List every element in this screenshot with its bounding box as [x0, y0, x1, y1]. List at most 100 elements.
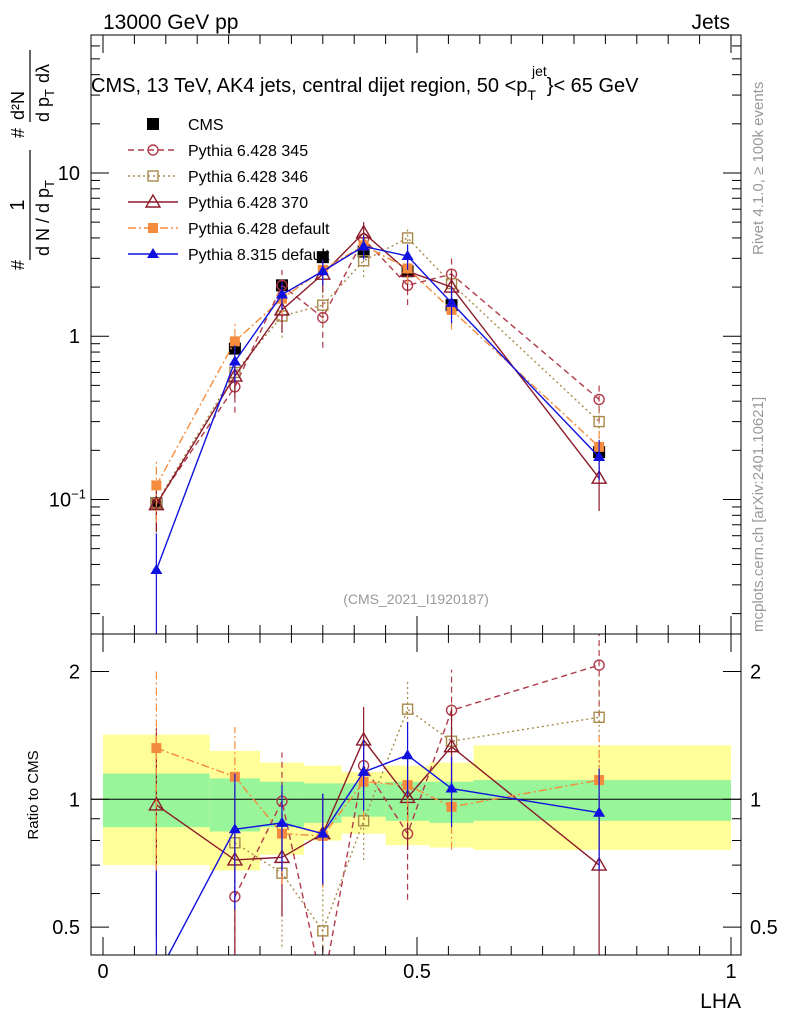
main-point-p8-7 — [593, 451, 606, 462]
ratio-ytick-label-left: 1 — [69, 789, 80, 811]
legend-marker-p346 — [147, 170, 159, 182]
main-ytick-label: 10 — [58, 163, 80, 185]
legend-item-p370: Pythia 6.428 370 — [128, 193, 308, 212]
main-point-pdef-1 — [229, 336, 240, 347]
legend-label-p345: Pythia 6.428 345 — [188, 143, 308, 160]
title-suffix: < 65 GeV — [553, 75, 639, 97]
ratio-ytick-label-right: 1 — [750, 789, 761, 811]
y-label-dn-dpt: d N / d pT — [33, 180, 57, 256]
ratio-uncertainty-bands — [91, 734, 741, 871]
main-series-cms — [150, 245, 606, 512]
y-label-hash-mid: # — [8, 128, 28, 138]
legend-marker-p345 — [147, 144, 159, 156]
main-point-p370-7 — [590, 469, 608, 484]
main-point-p370-0 — [148, 496, 165, 511]
y-label-hash-left: # — [8, 260, 28, 270]
ratio-point-p8-7 — [593, 806, 606, 817]
ratio-point-p370-6 — [443, 738, 460, 753]
energy-label: 13000 GeV pp — [103, 11, 238, 34]
title-prefix: CMS, 13 TeV, AK4 jets, central dijet reg… — [91, 75, 527, 97]
legend-item-p346: Pythia 6.428 346 — [128, 169, 308, 186]
x-tick-label: 0.5 — [403, 961, 431, 983]
legend-item-p345: Pythia 6.428 345 — [128, 143, 308, 160]
main-series-p345 — [150, 228, 605, 531]
main-point-p8-2 — [275, 288, 288, 299]
ratio-point-p345-7 — [593, 659, 605, 671]
x-axis-label: LHA — [700, 990, 741, 1013]
legend-label-p8: Pythia 8.315 default — [188, 247, 330, 264]
main-point-cms-3 — [316, 251, 329, 264]
ratio-point-p346-3 — [317, 925, 329, 937]
main-point-p346-7 — [593, 415, 605, 428]
main-line-p345 — [155, 237, 600, 504]
category-label: Jets — [691, 11, 730, 34]
main-point-p346-3 — [317, 299, 329, 311]
main-y-axis-label: # 1 d N / d pT # d²N d pTdλ — [7, 50, 57, 270]
main-line-p370 — [155, 231, 600, 505]
ratio-ytick-label-right: 0.5 — [750, 917, 778, 939]
ratio-line-p370 — [155, 738, 600, 866]
ratio-point-p8-5 — [401, 749, 414, 760]
x-tick-label: 1 — [725, 961, 736, 983]
main-point-p345-7 — [593, 393, 605, 406]
y-label-d2n: d²N — [8, 91, 28, 120]
legend: CMS Pythia 6.428 345 Pythia 6.428 346 Pythi… — [128, 117, 330, 264]
main-series-p8 — [150, 235, 606, 634]
main-series-p370 — [148, 222, 608, 533]
mcplots-label: mcplots.cern.ch [arXiv:2401.10621] — [750, 397, 767, 632]
main-series-pdef — [151, 234, 605, 523]
ratio-ytick-label-left: 2 — [69, 661, 80, 683]
ratio-point-p346-5 — [401, 703, 414, 715]
axis-ticks: 10−1 1 10 0.5 0.5 1 1 2 2 0 0.5 1 — [49, 34, 778, 983]
main-point-p8-4 — [357, 240, 370, 251]
ratio-series-layer — [148, 634, 608, 993]
legend-item-p8: Pythia 8.315 default — [128, 247, 330, 264]
y-label-one: 1 — [7, 199, 29, 210]
main-point-p8-6 — [445, 296, 458, 307]
ratio-series-p8 — [150, 722, 606, 982]
ratio-ytick-label-right: 2 — [750, 661, 761, 683]
ratio-point-pdef-0 — [151, 743, 162, 754]
ratio-point-p8-2 — [275, 816, 288, 827]
legend-marker-p8 — [147, 248, 159, 258]
main-point-p8-1 — [228, 355, 241, 366]
ratio-point-p8-4 — [357, 765, 370, 776]
ratio-point-p346-7 — [593, 711, 605, 723]
main-ytick-label: 10−1 — [49, 486, 86, 511]
main-point-p8-5 — [401, 250, 414, 261]
ratio-point-p370-0 — [148, 796, 165, 811]
main-point-p346-5 — [401, 232, 414, 244]
y-label-dpt-dl: d pTdλ — [33, 64, 57, 122]
ratio-ytick-label-left: 0.5 — [52, 917, 80, 939]
legend-marker-p370 — [144, 193, 162, 208]
legend-label-cms: CMS — [188, 117, 224, 134]
plot-title: CMS, 13 TeV, AK4 jets, central dijet reg… — [91, 63, 639, 103]
main-ytick-label: 1 — [69, 326, 80, 348]
legend-label-pdef: Pythia 6.428 default — [188, 221, 330, 238]
title-sup: jet — [531, 63, 547, 79]
ratio-point-p345-3 — [318, 983, 328, 993]
legend-label-p346: Pythia 6.428 346 — [188, 169, 308, 186]
ratio-plot-frame — [90, 633, 742, 956]
ratio-point-p8-0 — [150, 972, 162, 982]
title-brace: } — [547, 75, 554, 97]
x-tick-label: 0 — [97, 961, 108, 983]
main-series-p346 — [150, 226, 605, 531]
legend-item-pdef: Pythia 6.428 default — [128, 221, 330, 238]
legend-marker-cms — [147, 118, 159, 130]
legend-marker-pdef — [148, 223, 158, 233]
main-line-pdef — [155, 244, 600, 486]
title-sub: T — [527, 87, 536, 103]
main-point-pdef-0 — [151, 480, 162, 491]
legend-label-p370: Pythia 6.428 370 — [188, 195, 308, 212]
main-point-p8-0 — [150, 563, 163, 574]
main-point-p345-3 — [317, 311, 329, 324]
legend-item-cms: CMS — [147, 117, 224, 134]
main-series-layer — [148, 222, 608, 634]
rivet-label: Rivet 4.1.0, ≥ 100k events — [750, 82, 767, 255]
ratio-point-p8-6 — [445, 782, 458, 793]
main-line-p8 — [155, 245, 600, 571]
ratio-point-p8-1 — [228, 823, 241, 834]
ratio-y-axis-label: Ratio to CMS — [25, 750, 42, 839]
